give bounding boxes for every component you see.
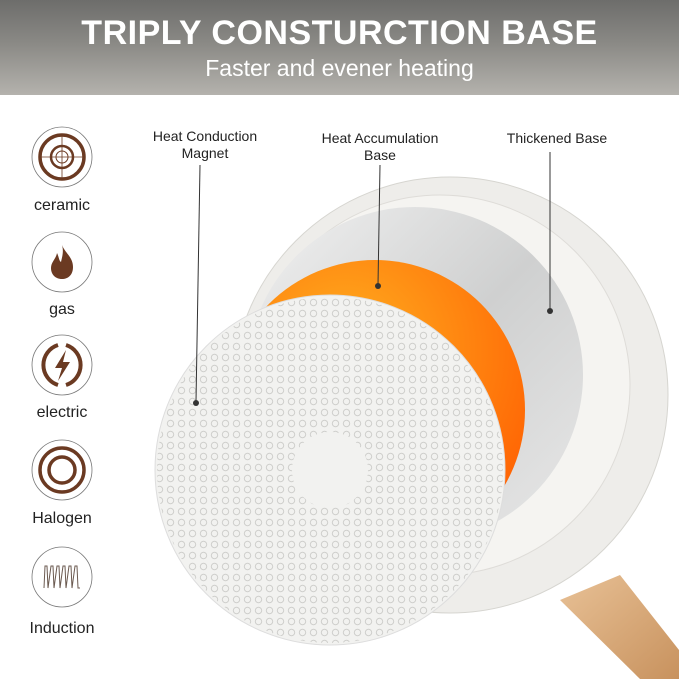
page-subtitle: Faster and evener heating bbox=[205, 55, 474, 81]
flame-icon bbox=[31, 231, 93, 293]
cooktop-label: ceramic bbox=[33, 197, 90, 214]
callout-line-2: Base bbox=[364, 147, 396, 163]
page-title: TRIPLY CONSTURCTION BASE bbox=[81, 14, 598, 52]
halogen-rings-icon bbox=[31, 439, 93, 501]
lightning-icon bbox=[31, 334, 93, 396]
callout-heat-accumulation-base: Heat Accumulation Base bbox=[300, 130, 460, 164]
header-banner: TRIPLY CONSTURCTION BASE Faster and even… bbox=[0, 0, 679, 95]
callout-heat-conduction-magnet: Heat Conduction Magnet bbox=[130, 128, 280, 162]
wooden-handle bbox=[560, 575, 679, 679]
cooktop-label: Halogen bbox=[32, 510, 92, 527]
callout-thickened-base: Thickened Base bbox=[506, 130, 608, 146]
induction-coil-icon bbox=[31, 546, 93, 608]
cooktop-label: electric bbox=[36, 404, 88, 421]
cooktop-label: gas bbox=[49, 301, 75, 318]
callout-line-1: Heat Conduction bbox=[152, 128, 258, 144]
cooktop-label: Induction bbox=[29, 620, 95, 637]
ceramic-cooktop-icon bbox=[31, 126, 93, 188]
callout-line-1: Heat Accumulation bbox=[321, 130, 439, 146]
callout-line-2: Magnet bbox=[181, 145, 229, 161]
